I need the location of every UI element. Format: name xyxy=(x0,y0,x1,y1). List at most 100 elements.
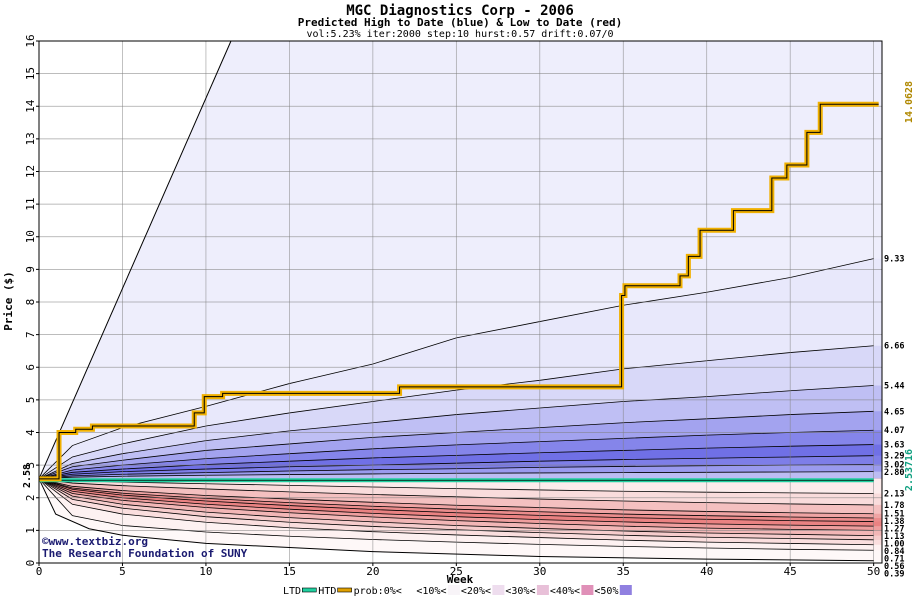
y-tick-label-5: 5 xyxy=(24,397,37,404)
end-label-15: 1.00 xyxy=(884,540,904,550)
end-label-19: 0.39 xyxy=(884,570,904,580)
y-tick-label-4: 4 xyxy=(24,429,37,436)
y-tick-label-14: 14 xyxy=(24,99,37,113)
lower-band-edge-3 xyxy=(38,478,874,536)
x-tick-label-10: 50 xyxy=(867,565,880,578)
upper-band-edge-6 xyxy=(38,455,874,480)
x-axis-label: Week xyxy=(447,573,474,586)
lower-band-edge-5 xyxy=(38,478,874,527)
legend-swatch-4 xyxy=(492,585,505,595)
upper-band-edge-0 xyxy=(38,258,874,480)
y-tick-label-3: 3 xyxy=(24,462,37,469)
y-axis-label: Price ($) xyxy=(2,271,15,331)
upper-band-edge-1 xyxy=(38,345,874,480)
end-label-13: 1.27 xyxy=(884,525,904,535)
x-tick-label-3: 15 xyxy=(283,565,296,578)
x-tick-label-8: 40 xyxy=(700,565,713,578)
upper-band-edge-5 xyxy=(38,444,874,480)
outer-lower-line xyxy=(38,478,874,562)
outer-upper-line xyxy=(38,40,232,480)
x-tick-label-6: 30 xyxy=(533,565,546,578)
lower-band-edge-7 xyxy=(38,478,874,519)
end-label-4: 4.07 xyxy=(884,426,904,436)
legend-label-4: <20%< xyxy=(461,586,491,597)
legend-label-5: <30%< xyxy=(505,586,535,597)
end-label-14: 1.13 xyxy=(884,532,904,542)
outer-upper-envelope xyxy=(39,41,882,479)
y-tick-label-8: 8 xyxy=(24,299,37,306)
end-label-0: 9.33 xyxy=(884,255,904,265)
end-label-17: 0.71 xyxy=(884,555,904,565)
legend-label-3: <10%< xyxy=(416,586,446,597)
end-label-5: 3.63 xyxy=(884,441,904,451)
axes: 0 5 10 15 20 25 30 35 40 45 5001234567891011121314… xyxy=(24,34,883,578)
upper-band-8 xyxy=(39,471,882,479)
chart-title: MGC Diagnostics Corp - 2006 xyxy=(346,3,574,19)
end-label-16: 0.84 xyxy=(884,547,904,557)
upper-band-edge-3 xyxy=(38,410,874,480)
y-tick-label-9: 9 xyxy=(24,266,37,273)
x-tick-label-7: 35 xyxy=(617,565,630,578)
legend-swatch-5 xyxy=(536,585,549,595)
x-tick-label-2: 10 xyxy=(199,565,212,578)
lower-band-edge-1 xyxy=(38,478,874,546)
lower-band-edge-9 xyxy=(38,478,874,506)
legend-label-1: HTD xyxy=(318,586,336,597)
watermark-line-2: The Research Foundation of SUNY xyxy=(42,547,248,560)
end-label-11: 1.51 xyxy=(884,510,904,520)
legend-swatch-0 xyxy=(301,587,317,593)
y-tick-label-0: 0 xyxy=(24,560,37,567)
lower-band-edge-4 xyxy=(38,478,874,531)
upper-band-edge-7 xyxy=(38,464,874,480)
legend-label-0: LTD xyxy=(283,586,301,597)
upper-band-edge-4 xyxy=(38,429,874,480)
x-tick-label-9: 45 xyxy=(784,565,797,578)
end-labels: 9.33 6.66 5.44 4.65 4.07 3.633.293.022.80 2.13… xyxy=(884,255,904,580)
legend-swatch-2 xyxy=(403,585,416,595)
x-tick-label-5: 25 xyxy=(450,565,463,578)
end-label-8: 2.80 xyxy=(884,468,904,478)
y-tick-label-10: 10 xyxy=(24,230,37,243)
legend: LTD HTD prob:0%< <10%< <20%< <30%< <40%< <50% xyxy=(283,585,632,597)
end-label-7: 3.02 xyxy=(884,460,904,470)
end-label-18: 0.56 xyxy=(884,562,904,572)
legend-swatch-1 xyxy=(337,587,352,593)
x-tick-label-4: 20 xyxy=(366,565,379,578)
y-tick-label-13: 13 xyxy=(24,132,37,145)
y-tick-label-1: 1 xyxy=(24,527,37,534)
upper-band-edge-2 xyxy=(38,385,874,480)
ltd-value-label: 2.53716 xyxy=(904,449,915,491)
lower-band-edge-8 xyxy=(38,478,874,515)
chart-params: vol:5.23% iter:2000 step:10 hurst:0.57 d… xyxy=(306,29,613,40)
end-label-9: 2.13 xyxy=(884,490,904,500)
htd-line-core xyxy=(39,103,879,480)
end-label-1: 6.66 xyxy=(884,342,904,352)
end-label-6: 3.29 xyxy=(884,452,904,462)
y-tick-label-16: 16 xyxy=(24,34,37,47)
watermark-line-1: ©www.textbiz.org xyxy=(42,535,148,548)
legend-label-2: prob:0%< xyxy=(354,586,402,597)
y-tick-label-7: 7 xyxy=(24,331,37,338)
y-tick-label-15: 15 xyxy=(24,67,37,80)
end-label-10: 1.78 xyxy=(884,501,904,511)
end-label-12: 1.38 xyxy=(884,517,904,527)
lower-band-edge-2 xyxy=(38,478,874,541)
start-price-label: 2.58 xyxy=(22,464,33,488)
lower-band-edge-6 xyxy=(38,478,874,522)
end-label-3: 4.65 xyxy=(884,407,904,417)
htd-value-label: 14.0628 xyxy=(904,81,915,123)
y-tick-label-12: 12 xyxy=(24,165,37,178)
x-tick-label-0: 0 xyxy=(36,565,43,578)
y-tick-label-11: 11 xyxy=(24,198,37,211)
legend-swatch-7 xyxy=(619,585,632,595)
legend-label-6: <40%< xyxy=(550,586,580,597)
grid-lines xyxy=(38,40,882,564)
legend-label-7: <50% xyxy=(594,586,618,597)
upper-band-edge-8 xyxy=(38,471,874,480)
lower-band-edge-0 xyxy=(38,478,874,551)
series-lines xyxy=(38,40,879,562)
chart-subtitle: Predicted High to Date (blue) & Low to D… xyxy=(298,16,623,29)
x-tick-label-1: 5 xyxy=(119,565,126,578)
